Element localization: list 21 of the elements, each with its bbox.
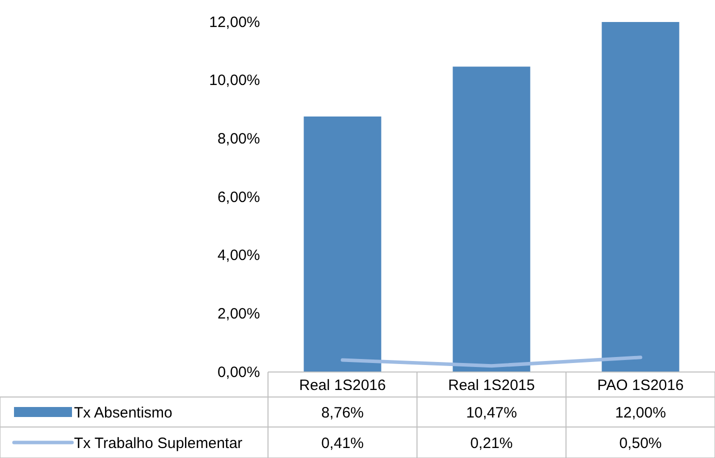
data-label: 0,50%	[619, 434, 662, 452]
x-tick-label: PAO 1S2016	[597, 376, 684, 394]
y-tick-label: 12,00%	[209, 14, 260, 31]
y-tick-label: 6,00%	[217, 188, 260, 206]
data-label: 0,41%	[321, 434, 364, 452]
data-label: 12,00%	[615, 404, 666, 422]
bar	[452, 66, 530, 372]
x-tick-label: Real 1S2015	[448, 376, 535, 394]
x-tick-label: Real 1S2016	[299, 376, 386, 394]
bar	[304, 116, 382, 372]
y-tick-label: 2,00%	[217, 305, 260, 322]
legend-label: Tx Trabalho Suplementar	[74, 434, 242, 452]
data-label: 0,21%	[470, 434, 513, 452]
y-tick-label: 8,00%	[217, 130, 260, 148]
y-tick-label: 0,00%	[217, 364, 260, 381]
data-label: 10,47%	[466, 404, 517, 422]
legend-label: Tx Absentismo	[74, 404, 172, 422]
y-tick-label: 10,00%	[209, 72, 260, 90]
y-tick-label: 4,00%	[217, 247, 260, 264]
data-label: 8,76%	[321, 404, 364, 422]
bar	[602, 22, 680, 372]
